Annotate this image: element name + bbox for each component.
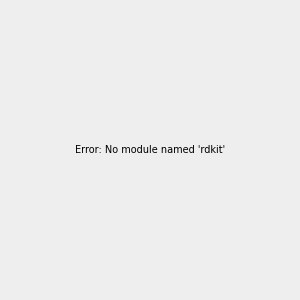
Text: Error: No module named 'rdkit': Error: No module named 'rdkit' xyxy=(75,145,225,155)
